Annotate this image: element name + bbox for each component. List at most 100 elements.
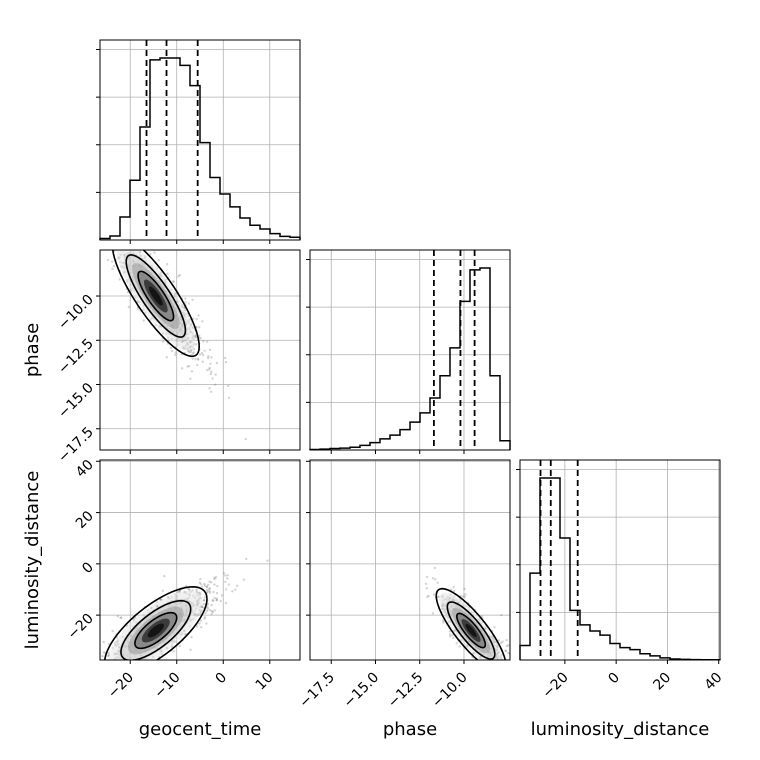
scatter-point: [511, 672, 513, 674]
scatter-point: [227, 396, 231, 399]
y-tick-label-phase: −12.5: [55, 336, 97, 378]
scatter-point: [203, 596, 207, 599]
scatter-point: [141, 667, 143, 669]
hist-bar: [120, 217, 130, 240]
scatter-point: [505, 644, 509, 648]
scatter-point: [103, 679, 105, 681]
y-tick-label-luminosity-distance: −20: [65, 611, 97, 643]
scatter-point: [119, 662, 121, 664]
hist-bar: [480, 268, 490, 450]
hist-panel-phase: [306, 249, 511, 454]
scatter-point: [184, 297, 187, 300]
scatter-point: [486, 670, 488, 672]
x-axis-label-luminosity-distance: luminosity_distance: [531, 719, 710, 740]
x-tick-label-luminosity-distance: 20: [650, 670, 674, 694]
scatter-point: [196, 363, 199, 367]
density-region: [147, 623, 164, 638]
scatter-point: [205, 585, 208, 588]
scatter-point: [495, 670, 497, 672]
scatter-point: [202, 606, 205, 609]
scatter-point: [485, 667, 487, 669]
scatter-point: [97, 243, 99, 245]
scatter-point: [215, 361, 219, 365]
scatter-point: [109, 672, 111, 674]
scatter-point: [110, 260, 114, 263]
joint-panel-phase-luminosity-distance: −17.5 −15.0 −12.5 −10.0: [296, 459, 526, 711]
axes-frame: [99, 459, 301, 661]
scatter-point: [500, 613, 503, 617]
scatter-point: [224, 361, 228, 364]
contour-line: [446, 601, 496, 660]
scatter-point: [461, 595, 465, 598]
x-axis-label-geocent-time: geocent_time: [139, 719, 262, 740]
scatter-point: [520, 696, 522, 698]
scatter-point: [206, 602, 210, 606]
scatter-point: [198, 353, 202, 356]
scatter-point: [496, 665, 498, 667]
joint-panel-geocent-time-phase: −17.5−15.0−12.5−10.0: [55, 243, 301, 466]
scatter-point: [226, 574, 229, 577]
contour-line: [456, 612, 487, 649]
scatter-point: [486, 663, 488, 665]
scatter-point: [128, 666, 130, 668]
scatter-point: [105, 684, 107, 686]
scatter-point: [206, 356, 210, 360]
hist-bar: [580, 625, 590, 660]
scatter-point: [186, 365, 189, 368]
x-tick-label-geocent-time: 10: [253, 670, 277, 694]
scatter-point: [213, 596, 216, 600]
scatter-point: [111, 267, 114, 271]
scatter-point: [226, 577, 229, 580]
scatter-point: [194, 357, 197, 361]
scatter-point: [234, 588, 237, 591]
scatter-point: [506, 651, 510, 655]
scatter-point: [216, 584, 219, 588]
scatter-point: [93, 673, 95, 675]
scatter-point: [201, 360, 204, 363]
scatter-point: [491, 661, 493, 663]
scatter-point: [245, 557, 248, 561]
scatter-point: [206, 583, 210, 587]
scatter-point: [452, 589, 456, 593]
scatter-point: [203, 582, 206, 586]
scatter-point: [158, 662, 160, 664]
scatter-point: [189, 377, 192, 380]
scatter-point: [116, 244, 118, 246]
x-tick-label-luminosity-distance: 0: [605, 670, 623, 688]
scatter-point: [119, 616, 122, 620]
scatter-point: [512, 661, 514, 663]
scatter-point: [524, 677, 526, 679]
scatter-point: [142, 319, 145, 322]
hist-bar: [540, 478, 550, 660]
density-region: [465, 623, 477, 638]
scatter-point: [493, 626, 496, 629]
scatter-point: [203, 584, 207, 587]
hist-step-line: [309, 267, 511, 451]
scatter-point: [495, 664, 497, 666]
scatter-point: [209, 390, 213, 393]
scatter-point: [500, 662, 502, 664]
scatter-point: [184, 301, 187, 304]
scatter-point: [501, 640, 504, 643]
scatter-point: [498, 671, 500, 673]
scatter-point: [178, 589, 181, 593]
scatter-point: [210, 612, 213, 616]
scatter-point: [503, 674, 505, 676]
scatter-point: [191, 352, 195, 355]
x-tick-label-geocent-time: −20: [105, 670, 137, 702]
scatter-point: [90, 688, 92, 690]
hist-bar: [440, 376, 450, 450]
hist-bar: [270, 234, 280, 240]
scatter-point: [224, 580, 227, 584]
scatter-point: [132, 666, 134, 668]
scatter-point: [134, 246, 136, 248]
contour-line: [134, 611, 178, 650]
hist-bar: [150, 60, 160, 240]
scatter-point: [208, 387, 211, 390]
scatter-point: [198, 326, 201, 329]
scatter-point: [106, 654, 110, 658]
scatter-point: [441, 619, 445, 622]
scatter-point: [207, 354, 210, 358]
scatter-point: [494, 665, 496, 667]
hist-bar: [620, 648, 630, 660]
